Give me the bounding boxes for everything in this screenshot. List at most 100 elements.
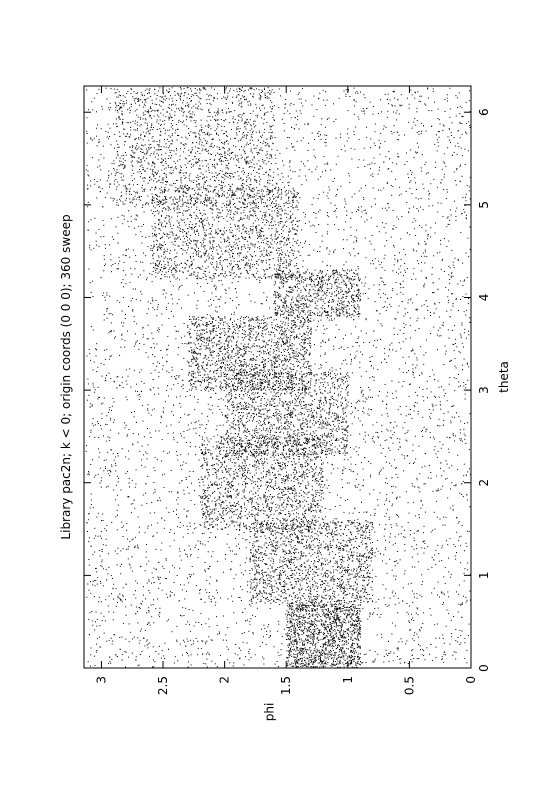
data-point	[281, 389, 283, 391]
data-point	[334, 603, 336, 605]
data-point	[291, 662, 293, 664]
data-point	[258, 592, 260, 594]
data-point	[278, 465, 280, 466]
data-point	[331, 430, 333, 432]
data-point	[316, 477, 318, 479]
data-point	[289, 629, 290, 631]
data-point	[335, 609, 337, 611]
data-point	[342, 606, 344, 607]
data-point	[226, 484, 228, 485]
data-point	[308, 610, 310, 612]
data-point	[243, 496, 245, 498]
data-point	[294, 463, 296, 465]
data-point	[351, 633, 353, 635]
data-point	[344, 631, 346, 633]
data-point	[296, 559, 298, 561]
data-point	[345, 420, 347, 422]
data-point	[312, 494, 314, 496]
data-point	[278, 527, 280, 529]
data-point	[296, 441, 298, 443]
data-point	[299, 614, 301, 616]
data-point	[222, 436, 224, 438]
data-point	[209, 518, 211, 520]
data-point	[348, 622, 350, 624]
data-point	[326, 536, 328, 538]
data-point	[300, 558, 302, 560]
data-point	[306, 521, 308, 523]
data-point	[259, 412, 261, 414]
data-point	[316, 443, 318, 445]
data-point	[271, 404, 273, 406]
data-point	[262, 452, 264, 454]
data-point	[357, 644, 359, 646]
data-point	[348, 537, 350, 539]
data-point	[225, 376, 227, 377]
data-point	[322, 475, 324, 477]
data-point	[220, 521, 222, 523]
data-point	[237, 452, 239, 454]
data-point	[330, 406, 331, 408]
data-point	[297, 507, 299, 509]
data-point	[296, 440, 298, 442]
data-point	[311, 438, 313, 440]
data-point	[288, 456, 290, 458]
data-point	[266, 542, 268, 544]
data-point	[263, 597, 265, 598]
data-point	[301, 660, 303, 662]
data-point	[346, 440, 348, 442]
data-point	[278, 441, 280, 443]
data-point	[251, 500, 253, 502]
data-point	[281, 560, 283, 562]
data-point	[216, 463, 218, 465]
data-point	[316, 620, 318, 622]
data-point	[273, 561, 274, 563]
data-point	[243, 381, 245, 383]
data-point	[293, 489, 294, 491]
data-point	[293, 519, 295, 521]
data-point	[277, 421, 279, 423]
data-point	[263, 495, 265, 497]
data-point	[253, 398, 255, 400]
data-point	[252, 553, 254, 555]
data-point	[293, 665, 295, 667]
data-point	[327, 382, 329, 384]
data-point	[344, 640, 345, 642]
data-point	[203, 454, 205, 456]
data-point	[289, 574, 291, 576]
data-point	[285, 563, 287, 565]
data-point	[302, 449, 304, 451]
data-point	[309, 419, 311, 421]
data-point	[349, 592, 351, 594]
data-point	[360, 569, 361, 571]
data-point	[272, 520, 274, 521]
data-point	[343, 637, 345, 639]
data-point	[294, 399, 296, 401]
data-point	[261, 443, 263, 445]
data-point	[253, 527, 255, 529]
data-point	[297, 625, 298, 627]
data-point	[273, 592, 275, 593]
data-point	[256, 565, 258, 567]
data-point	[350, 657, 352, 659]
data-point	[286, 498, 288, 500]
data-point	[254, 514, 256, 516]
data-point	[319, 631, 320, 633]
data-point	[352, 624, 354, 626]
data-point	[341, 404, 342, 406]
data-point	[351, 646, 353, 648]
data-point	[347, 391, 349, 393]
data-point	[314, 635, 315, 637]
data-point	[325, 635, 327, 637]
data-point	[266, 438, 268, 440]
data-point	[295, 508, 297, 510]
data-point	[245, 525, 247, 527]
data-point	[361, 584, 363, 586]
data-point	[337, 617, 338, 619]
data-point	[308, 508, 309, 510]
data-point	[310, 405, 312, 406]
data-point	[332, 654, 334, 656]
data-point	[255, 453, 257, 454]
data-point	[319, 552, 321, 554]
data-point	[290, 382, 291, 384]
data-point	[264, 450, 266, 452]
